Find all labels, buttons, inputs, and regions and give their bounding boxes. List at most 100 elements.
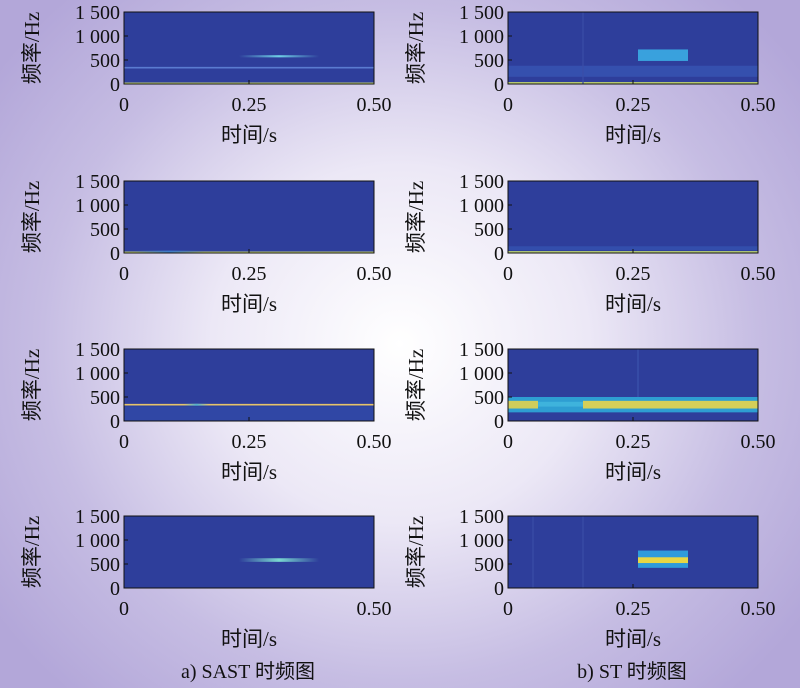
- x-axis-label: 时间/s: [605, 123, 661, 147]
- feature-band-2: [508, 400, 538, 409]
- x-tick-label: 0.50: [357, 431, 392, 453]
- y-tick-label: 1 500: [459, 506, 504, 528]
- x-tick-label: 0: [119, 263, 129, 285]
- feature-block-2: [638, 49, 688, 61]
- feature-band-1: [583, 400, 758, 409]
- y-tick-label: 1 000: [75, 26, 120, 48]
- y-tick-label: 500: [474, 219, 504, 241]
- plot-area: [508, 181, 758, 253]
- y-axis-label: 频率/Hz: [404, 516, 428, 588]
- x-tick-label: 0: [119, 431, 129, 453]
- x-tick-label: 0: [119, 598, 129, 620]
- x-tick-label: 0.25: [616, 598, 651, 620]
- x-axis-label: 时间/s: [605, 460, 661, 484]
- x-tick-label: 0.50: [741, 431, 776, 453]
- x-tick-label: 0.50: [741, 94, 776, 116]
- feature-blob-2: [184, 403, 209, 406]
- x-tick-label: 0.25: [232, 94, 267, 116]
- x-axis-label: 时间/s: [221, 292, 277, 316]
- y-tick-label: 1 000: [459, 26, 504, 48]
- y-tick-label: 1 000: [459, 195, 504, 217]
- y-axis-label: 频率/Hz: [20, 12, 44, 84]
- plot-area: [508, 516, 758, 588]
- y-tick-label: 1 500: [459, 2, 504, 24]
- y-tick-label: 500: [474, 387, 504, 409]
- y-axis-label: 频率/Hz: [20, 516, 44, 588]
- y-tick-label: 1 000: [75, 530, 120, 552]
- y-tick-label: 1 500: [459, 339, 504, 361]
- feature-blob-1: [134, 250, 204, 253]
- y-tick-label: 1 500: [75, 171, 120, 193]
- y-tick-label: 1 500: [75, 506, 120, 528]
- y-tick-label: 0: [110, 411, 120, 433]
- x-tick-label: 0.25: [232, 263, 267, 285]
- x-axis-label: 时间/s: [605, 627, 661, 651]
- y-tick-label: 500: [90, 219, 120, 241]
- x-axis-label: 时间/s: [605, 292, 661, 316]
- y-tick-label: 0: [110, 578, 120, 600]
- x-axis-label: 时间/s: [221, 627, 277, 651]
- x-tick-label: 0.25: [616, 431, 651, 453]
- plot-area: [124, 181, 374, 253]
- y-tick-label: 1 500: [459, 171, 504, 193]
- x-tick-label: 0: [503, 263, 513, 285]
- x-tick-label: 0.25: [232, 431, 267, 453]
- feature-blob-2: [239, 55, 319, 58]
- x-tick-label: 0.50: [357, 94, 392, 116]
- feature-block-1: [638, 557, 688, 564]
- y-tick-label: 500: [474, 554, 504, 576]
- y-axis-label: 频率/Hz: [404, 181, 428, 253]
- x-tick-label: 0.25: [616, 263, 651, 285]
- x-tick-label: 0: [119, 94, 129, 116]
- x-tick-label: 0.50: [357, 263, 392, 285]
- x-axis-label: 时间/s: [221, 460, 277, 484]
- x-axis-label: 时间/s: [221, 123, 277, 147]
- y-tick-label: 1 000: [459, 363, 504, 385]
- y-tick-label: 1 000: [459, 530, 504, 552]
- y-axis-label: 频率/Hz: [20, 181, 44, 253]
- feature-blob-0: [239, 558, 319, 562]
- y-tick-label: 1 000: [75, 195, 120, 217]
- feature-band-1: [508, 246, 758, 251]
- y-axis-label: 频率/Hz: [404, 12, 428, 84]
- y-axis-label: 频率/Hz: [20, 349, 44, 421]
- y-tick-label: 0: [110, 74, 120, 96]
- x-tick-label: 0: [503, 598, 513, 620]
- y-axis-label: 频率/Hz: [404, 349, 428, 421]
- plot-area: [124, 12, 374, 84]
- y-tick-label: 500: [474, 50, 504, 72]
- plot-area: [124, 516, 374, 588]
- feature-block-3: [538, 401, 583, 407]
- caption-right: b) ST 时频图: [577, 660, 687, 683]
- y-tick-label: 1 500: [75, 339, 120, 361]
- y-tick-label: 1 500: [75, 2, 120, 24]
- y-tick-label: 1 000: [75, 363, 120, 385]
- x-tick-label: 0.50: [741, 598, 776, 620]
- x-tick-label: 0: [503, 94, 513, 116]
- y-tick-label: 500: [90, 554, 120, 576]
- y-tick-label: 500: [90, 387, 120, 409]
- y-tick-label: 0: [494, 411, 504, 433]
- x-tick-label: 0.25: [616, 94, 651, 116]
- caption-left: a) SAST 时频图: [181, 660, 315, 683]
- feature-band-0: [124, 406, 374, 421]
- x-tick-label: 0.50: [741, 263, 776, 285]
- x-tick-label: 0.50: [357, 598, 392, 620]
- y-tick-label: 0: [110, 243, 120, 265]
- y-tick-label: 0: [494, 74, 504, 96]
- y-tick-label: 500: [90, 50, 120, 72]
- y-tick-label: 0: [494, 578, 504, 600]
- plot-frame: [123, 515, 375, 589]
- feature-band-1: [508, 65, 758, 77]
- y-tick-label: 0: [494, 243, 504, 265]
